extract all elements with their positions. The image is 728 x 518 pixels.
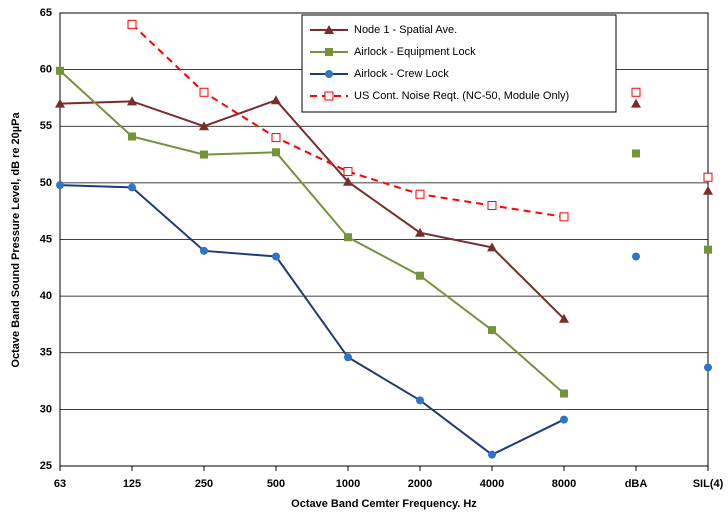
data-point xyxy=(416,396,424,405)
data-point xyxy=(272,148,280,157)
legend-marker xyxy=(325,70,333,78)
y-tick-label: 65 xyxy=(40,7,52,19)
data-point xyxy=(200,246,208,255)
y-tick-label: 50 xyxy=(40,177,52,189)
x-tick-label: 63 xyxy=(54,478,66,490)
data-point xyxy=(200,150,208,159)
y-tick-label: 30 xyxy=(40,403,52,415)
x-tick-label: 2000 xyxy=(408,478,432,490)
x-tick-label: 8000 xyxy=(552,478,576,490)
series-line xyxy=(59,184,565,456)
data-point xyxy=(56,181,64,190)
data-point xyxy=(199,87,209,97)
data-point xyxy=(632,149,640,158)
series-line xyxy=(59,99,565,320)
data-point xyxy=(344,233,352,242)
legend-label: Airlock - Equipment Lock xyxy=(354,46,476,58)
data-point xyxy=(632,252,640,261)
data-point xyxy=(488,450,496,459)
data-point xyxy=(488,326,496,335)
y-tick-label: 25 xyxy=(40,460,52,472)
legend-label: Node 1 - Spatial Ave. xyxy=(354,24,457,36)
data-point xyxy=(56,66,64,75)
data-point xyxy=(631,87,641,97)
legend-marker xyxy=(324,25,334,34)
legend-marker xyxy=(324,91,334,101)
data-point xyxy=(344,353,352,362)
data-point xyxy=(199,121,209,131)
x-tick-label: 250 xyxy=(195,478,213,490)
x-tick-label: 500 xyxy=(267,478,285,490)
y-tick-label: 55 xyxy=(40,120,52,132)
legend-marker xyxy=(325,48,333,56)
data-point xyxy=(487,242,497,252)
y-axis-title: Octave Band Sound Pressure Level, dB re … xyxy=(10,112,22,368)
data-point xyxy=(415,227,425,237)
x-axis-title: Octave Band Cemter Frequency. Hz xyxy=(291,498,477,510)
data-point xyxy=(559,313,569,323)
data-point xyxy=(416,271,424,280)
y-tick-label: 40 xyxy=(40,290,52,302)
data-point xyxy=(560,415,568,424)
y-tick-label: 60 xyxy=(40,64,52,76)
data-point xyxy=(128,183,136,192)
x-tick-label: 125 xyxy=(123,478,141,490)
data-point xyxy=(704,363,712,372)
data-point xyxy=(127,96,137,106)
data-point xyxy=(559,212,569,222)
legend-label: Airlock - Crew Lock xyxy=(354,68,449,80)
data-point xyxy=(343,167,353,177)
data-point xyxy=(703,185,713,195)
data-point xyxy=(271,95,281,105)
data-point xyxy=(128,132,136,141)
data-point xyxy=(55,98,65,108)
data-point xyxy=(271,133,281,143)
data-point xyxy=(560,389,568,398)
legend-label: US Cont. Noise Reqt. (NC-50, Module Only… xyxy=(354,90,569,102)
x-tick-label: 1000 xyxy=(336,478,360,490)
data-point xyxy=(487,201,497,211)
x-tick-label: dBA xyxy=(625,478,648,490)
x-tick-label: 4000 xyxy=(480,478,504,490)
legend-box xyxy=(301,14,617,113)
data-point xyxy=(343,176,353,186)
y-tick-label: 35 xyxy=(40,347,52,359)
plot-frame xyxy=(59,12,709,467)
data-point xyxy=(703,172,713,182)
data-point xyxy=(704,245,712,254)
series-line xyxy=(59,70,565,395)
data-point xyxy=(415,189,425,199)
data-point xyxy=(272,252,280,261)
x-tick-label: SIL(4) xyxy=(693,478,724,490)
data-point xyxy=(127,19,137,29)
y-tick-label: 45 xyxy=(40,233,52,245)
data-point xyxy=(631,98,641,108)
